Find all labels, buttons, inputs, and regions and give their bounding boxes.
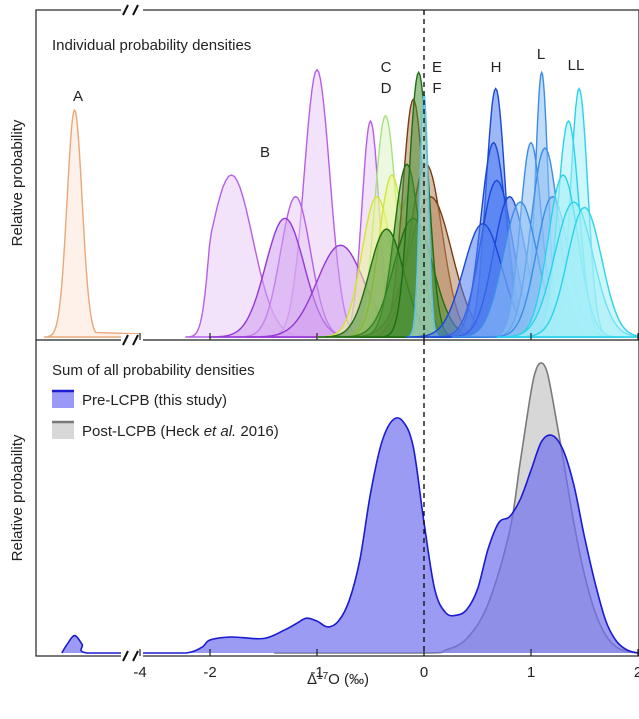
axis-break-mark-divider <box>122 334 139 346</box>
bottom-panel-title: Sum of all probability densities <box>52 362 255 379</box>
legend: Pre-LCPB (this study) Post-LCPB (Heck et… <box>52 389 279 440</box>
sum-line-pre <box>61 417 639 654</box>
axis-break-marks <box>121 4 143 662</box>
axis-break-mark-bottom-edge <box>122 650 139 662</box>
bottom-density-curves <box>61 362 639 654</box>
annotation-ll: LL <box>568 57 585 74</box>
annotation-a: A <box>73 88 83 105</box>
tick-label-5: 2 <box>634 664 639 681</box>
top-y-axis-label: Relative probability <box>9 119 26 246</box>
annotation-l: L <box>537 46 545 63</box>
sum-area-pre <box>61 417 639 653</box>
annotation-e: E <box>432 59 442 76</box>
axis-break-mark-top-edge <box>122 4 139 16</box>
tick-label-0: -4 <box>133 664 146 681</box>
bottom-y-axis-label: Relative probability <box>9 434 26 561</box>
x-axis-label: Δ17O (‰) <box>307 671 369 689</box>
legend-label-pre: Pre-LCPB (this study) <box>82 392 227 409</box>
group-annotations: A B C D E F H L LL <box>73 46 584 161</box>
x-axis-ticks: -4 -2 -1 0 1 2 <box>133 333 639 681</box>
annotation-f: F <box>432 80 441 97</box>
legend-swatch-post <box>52 422 74 439</box>
density-curve-a-1 <box>43 108 141 338</box>
top-panel-title: Individual probability densities <box>52 37 251 54</box>
tick-label-3: 0 <box>420 664 428 681</box>
annotation-c: C <box>381 59 392 76</box>
tick-label-2: -1 <box>310 664 323 681</box>
plot-frame <box>35 9 639 657</box>
top-density-curves <box>43 68 639 338</box>
tick-label-4: 1 <box>527 664 535 681</box>
legend-swatch-pre <box>52 391 74 408</box>
annotation-d: D <box>381 80 392 97</box>
annotation-h: H <box>491 59 502 76</box>
density-curve-ll-5 <box>515 206 639 338</box>
tick-label-1: -2 <box>203 664 216 681</box>
legend-label-post: Post-LCPB (Heck et al. 2016) <box>82 423 279 440</box>
annotation-b: B <box>260 144 270 161</box>
